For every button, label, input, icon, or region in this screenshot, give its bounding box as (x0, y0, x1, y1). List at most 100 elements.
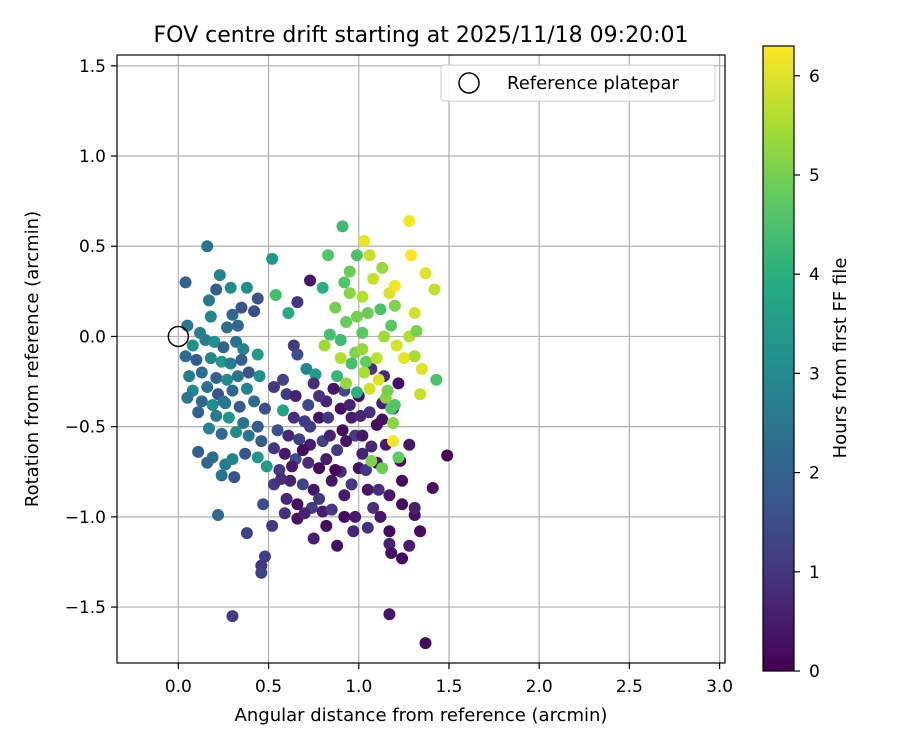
y-tick-label: −0.5 (65, 418, 106, 438)
data-point (291, 498, 304, 511)
data-point (287, 339, 300, 352)
x-tick-label: 0.5 (255, 677, 282, 697)
y-tick-label: 1.5 (79, 57, 106, 77)
data-point (206, 399, 219, 412)
data-point (258, 402, 271, 415)
data-point (345, 357, 358, 370)
data-point (293, 433, 306, 446)
data-point (358, 234, 371, 247)
colorbar-tick-label: 4 (809, 265, 820, 285)
data-point (251, 451, 264, 464)
data-point (199, 334, 212, 347)
data-point (242, 366, 255, 379)
data-point (365, 454, 378, 467)
data-point (338, 489, 351, 502)
data-point (345, 478, 358, 491)
data-point (343, 265, 356, 278)
data-point (336, 220, 349, 233)
data-point (248, 395, 261, 408)
data-point (289, 389, 302, 402)
data-point (217, 395, 230, 408)
data-point (403, 438, 416, 451)
data-point (372, 483, 385, 496)
reference-platepar-marker (167, 325, 190, 348)
data-point (359, 355, 372, 368)
data-point (396, 498, 409, 511)
data-point (278, 507, 291, 520)
data-point (235, 301, 248, 314)
data-point (237, 417, 250, 430)
data-point (396, 552, 409, 565)
data-point (419, 267, 432, 280)
data-point (350, 386, 363, 399)
data-point (267, 442, 280, 455)
data-point (441, 449, 454, 462)
data-point (212, 509, 225, 522)
data-point (383, 608, 396, 621)
data-point (334, 352, 347, 365)
data-point (356, 290, 369, 303)
data-point (363, 406, 376, 419)
data-point (267, 380, 280, 393)
data-point (408, 350, 421, 363)
data-point (280, 492, 293, 505)
plot-frame (116, 54, 726, 664)
data-point (231, 319, 244, 332)
data-point (426, 481, 439, 494)
data-point (367, 272, 380, 285)
data-point (253, 370, 266, 383)
data-point (356, 343, 369, 356)
y-tick-label: −1.5 (65, 598, 106, 618)
data-point (240, 382, 253, 395)
data-point (266, 519, 279, 532)
data-point (336, 424, 349, 437)
data-point (203, 294, 216, 307)
legend-label: Reference platepar (507, 73, 679, 94)
data-point (331, 539, 344, 552)
data-point (338, 510, 351, 523)
data-point (354, 409, 367, 422)
data-point (228, 471, 241, 484)
data-point (383, 537, 396, 550)
data-point (235, 353, 248, 366)
data-point (340, 377, 353, 390)
data-point (356, 429, 369, 442)
data-point (239, 447, 252, 460)
data-point (282, 306, 295, 319)
data-point (405, 249, 418, 262)
data-point (403, 539, 416, 552)
data-point (376, 462, 389, 475)
x-tick-label: 3.0 (706, 677, 733, 697)
x-axis-ticks: 0.0 0.5 1.0 1.5 2.0 2.5 3.0 (165, 663, 733, 697)
data-point (345, 411, 358, 424)
data-point (255, 435, 268, 448)
x-tick-label: 1.5 (435, 677, 462, 697)
colorbar-tick-label: 0 (809, 662, 820, 682)
data-point (284, 474, 297, 487)
data-point (372, 373, 385, 386)
data-point (331, 444, 344, 457)
data-point (358, 366, 371, 379)
data-point (204, 352, 217, 365)
data-point (266, 252, 279, 265)
data-point (334, 402, 347, 415)
data-point (192, 406, 205, 419)
data-point (260, 460, 273, 473)
scatter-points (179, 214, 454, 650)
y-axis-label: Rotation from reference (arcmin) (22, 211, 43, 507)
data-point (210, 409, 223, 422)
y-tick-label: 0.0 (79, 327, 106, 347)
y-tick-label: −1.0 (65, 508, 106, 528)
data-point (309, 368, 322, 381)
data-point (248, 305, 261, 318)
colorbar-tick-label: 6 (809, 67, 820, 87)
data-point (410, 325, 423, 338)
data-point (316, 281, 329, 294)
data-point (414, 525, 427, 538)
colorbar-label: Hours from first FF file (830, 258, 851, 459)
x-tick-label: 1.0 (345, 677, 372, 697)
data-point (296, 444, 309, 457)
data-point (313, 462, 326, 475)
chart-title: FOV centre drift starting at 2025/11/18 … (154, 23, 689, 48)
data-point (201, 456, 214, 469)
